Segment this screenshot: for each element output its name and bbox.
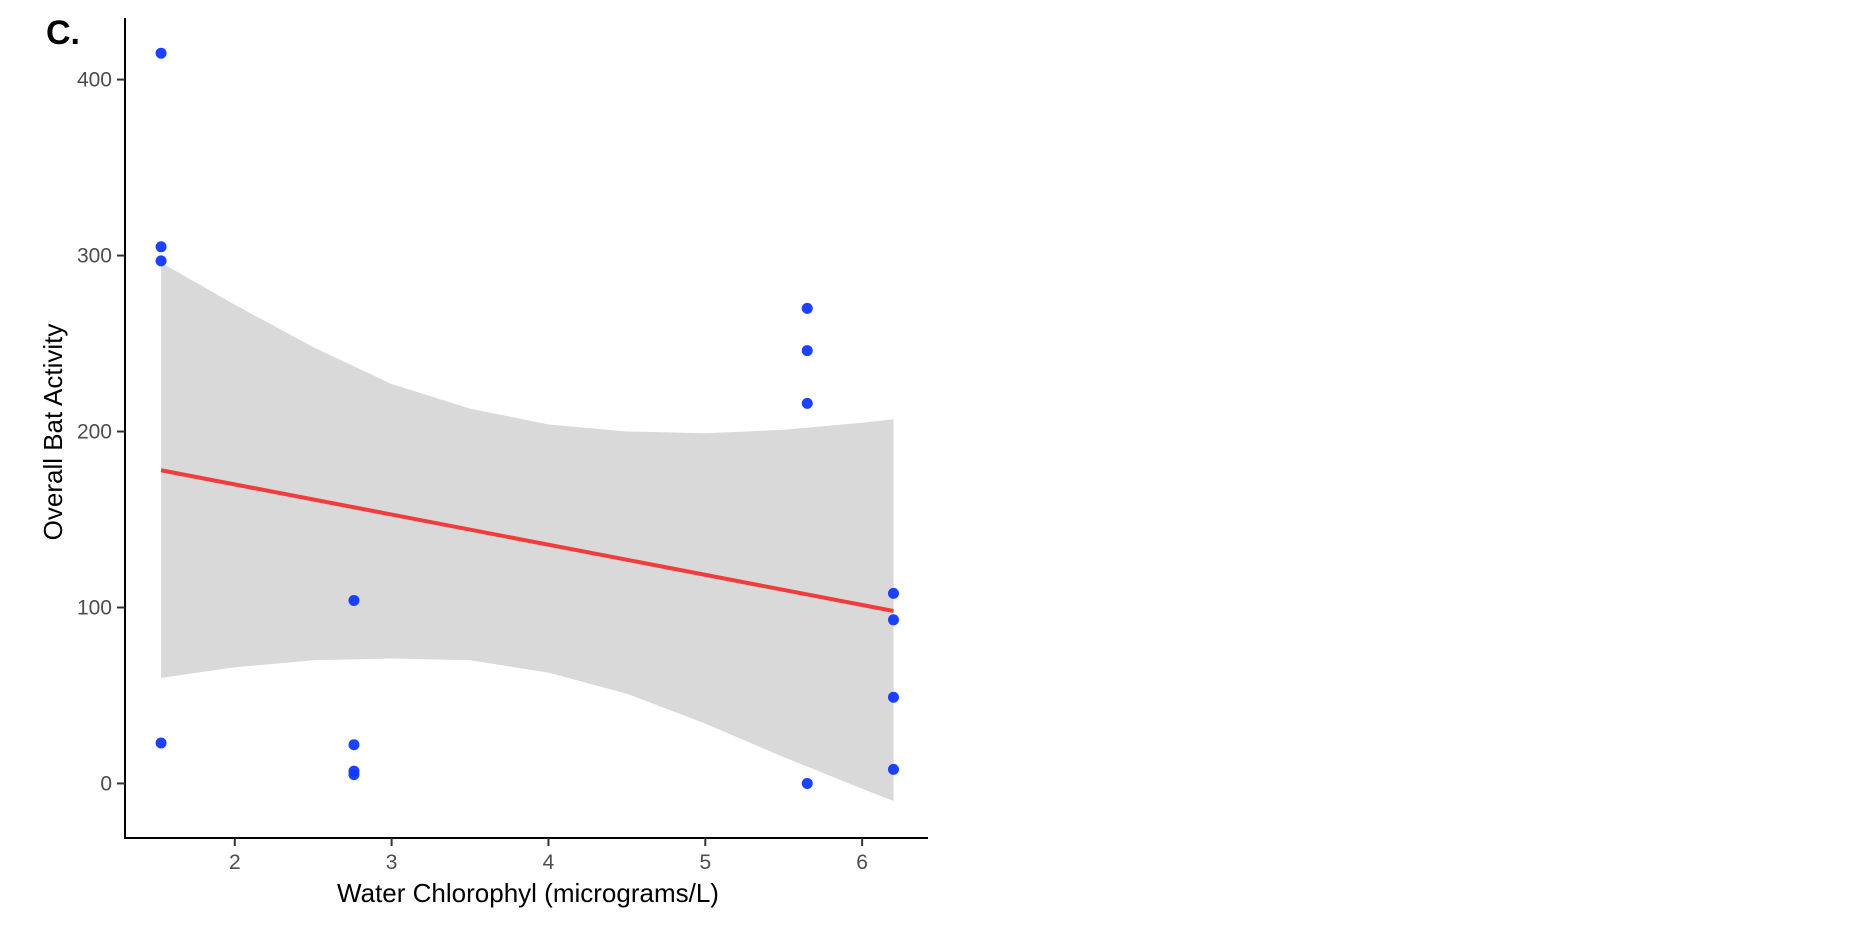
- data-point: [348, 769, 360, 781]
- data-point: [887, 691, 899, 703]
- data-point: [801, 345, 813, 357]
- data-point: [348, 739, 360, 751]
- point-layer: [155, 47, 899, 789]
- data-point: [155, 737, 167, 749]
- data-point: [887, 763, 899, 775]
- x-tick-label: 6: [856, 851, 868, 874]
- y-tick-label: 0: [100, 772, 112, 795]
- y-tick-label: 400: [77, 69, 112, 92]
- confidence-band-layer: [161, 262, 894, 802]
- data-point: [155, 47, 167, 59]
- fit-line-layer: [160, 468, 894, 613]
- regression-line: [160, 468, 894, 613]
- data-point: [887, 614, 899, 626]
- data-point: [155, 255, 167, 267]
- y-tick-label: 300: [77, 245, 112, 268]
- y-tick-label: 200: [77, 421, 112, 444]
- panel-label: C.: [46, 14, 80, 52]
- x-tick-label: 4: [543, 851, 555, 874]
- data-point: [801, 777, 813, 789]
- data-point: [801, 302, 813, 314]
- x-tick-label: 2: [229, 851, 241, 874]
- y-tick-label: 100: [77, 596, 112, 619]
- confidence-band: [161, 262, 894, 802]
- data-point: [155, 241, 167, 253]
- x-tick-label: 3: [386, 851, 398, 874]
- x-axis-title: Water Chlorophyl (micrograms/L): [337, 878, 719, 908]
- x-tick-label: 5: [699, 851, 711, 874]
- data-point: [348, 594, 360, 606]
- data-point: [801, 397, 813, 409]
- data-point: [887, 587, 899, 599]
- y-axis-title: Overall Bat Activity: [38, 324, 68, 541]
- axis-layer: 2 3 4 5 6 0 100 200 300 400: [77, 18, 928, 874]
